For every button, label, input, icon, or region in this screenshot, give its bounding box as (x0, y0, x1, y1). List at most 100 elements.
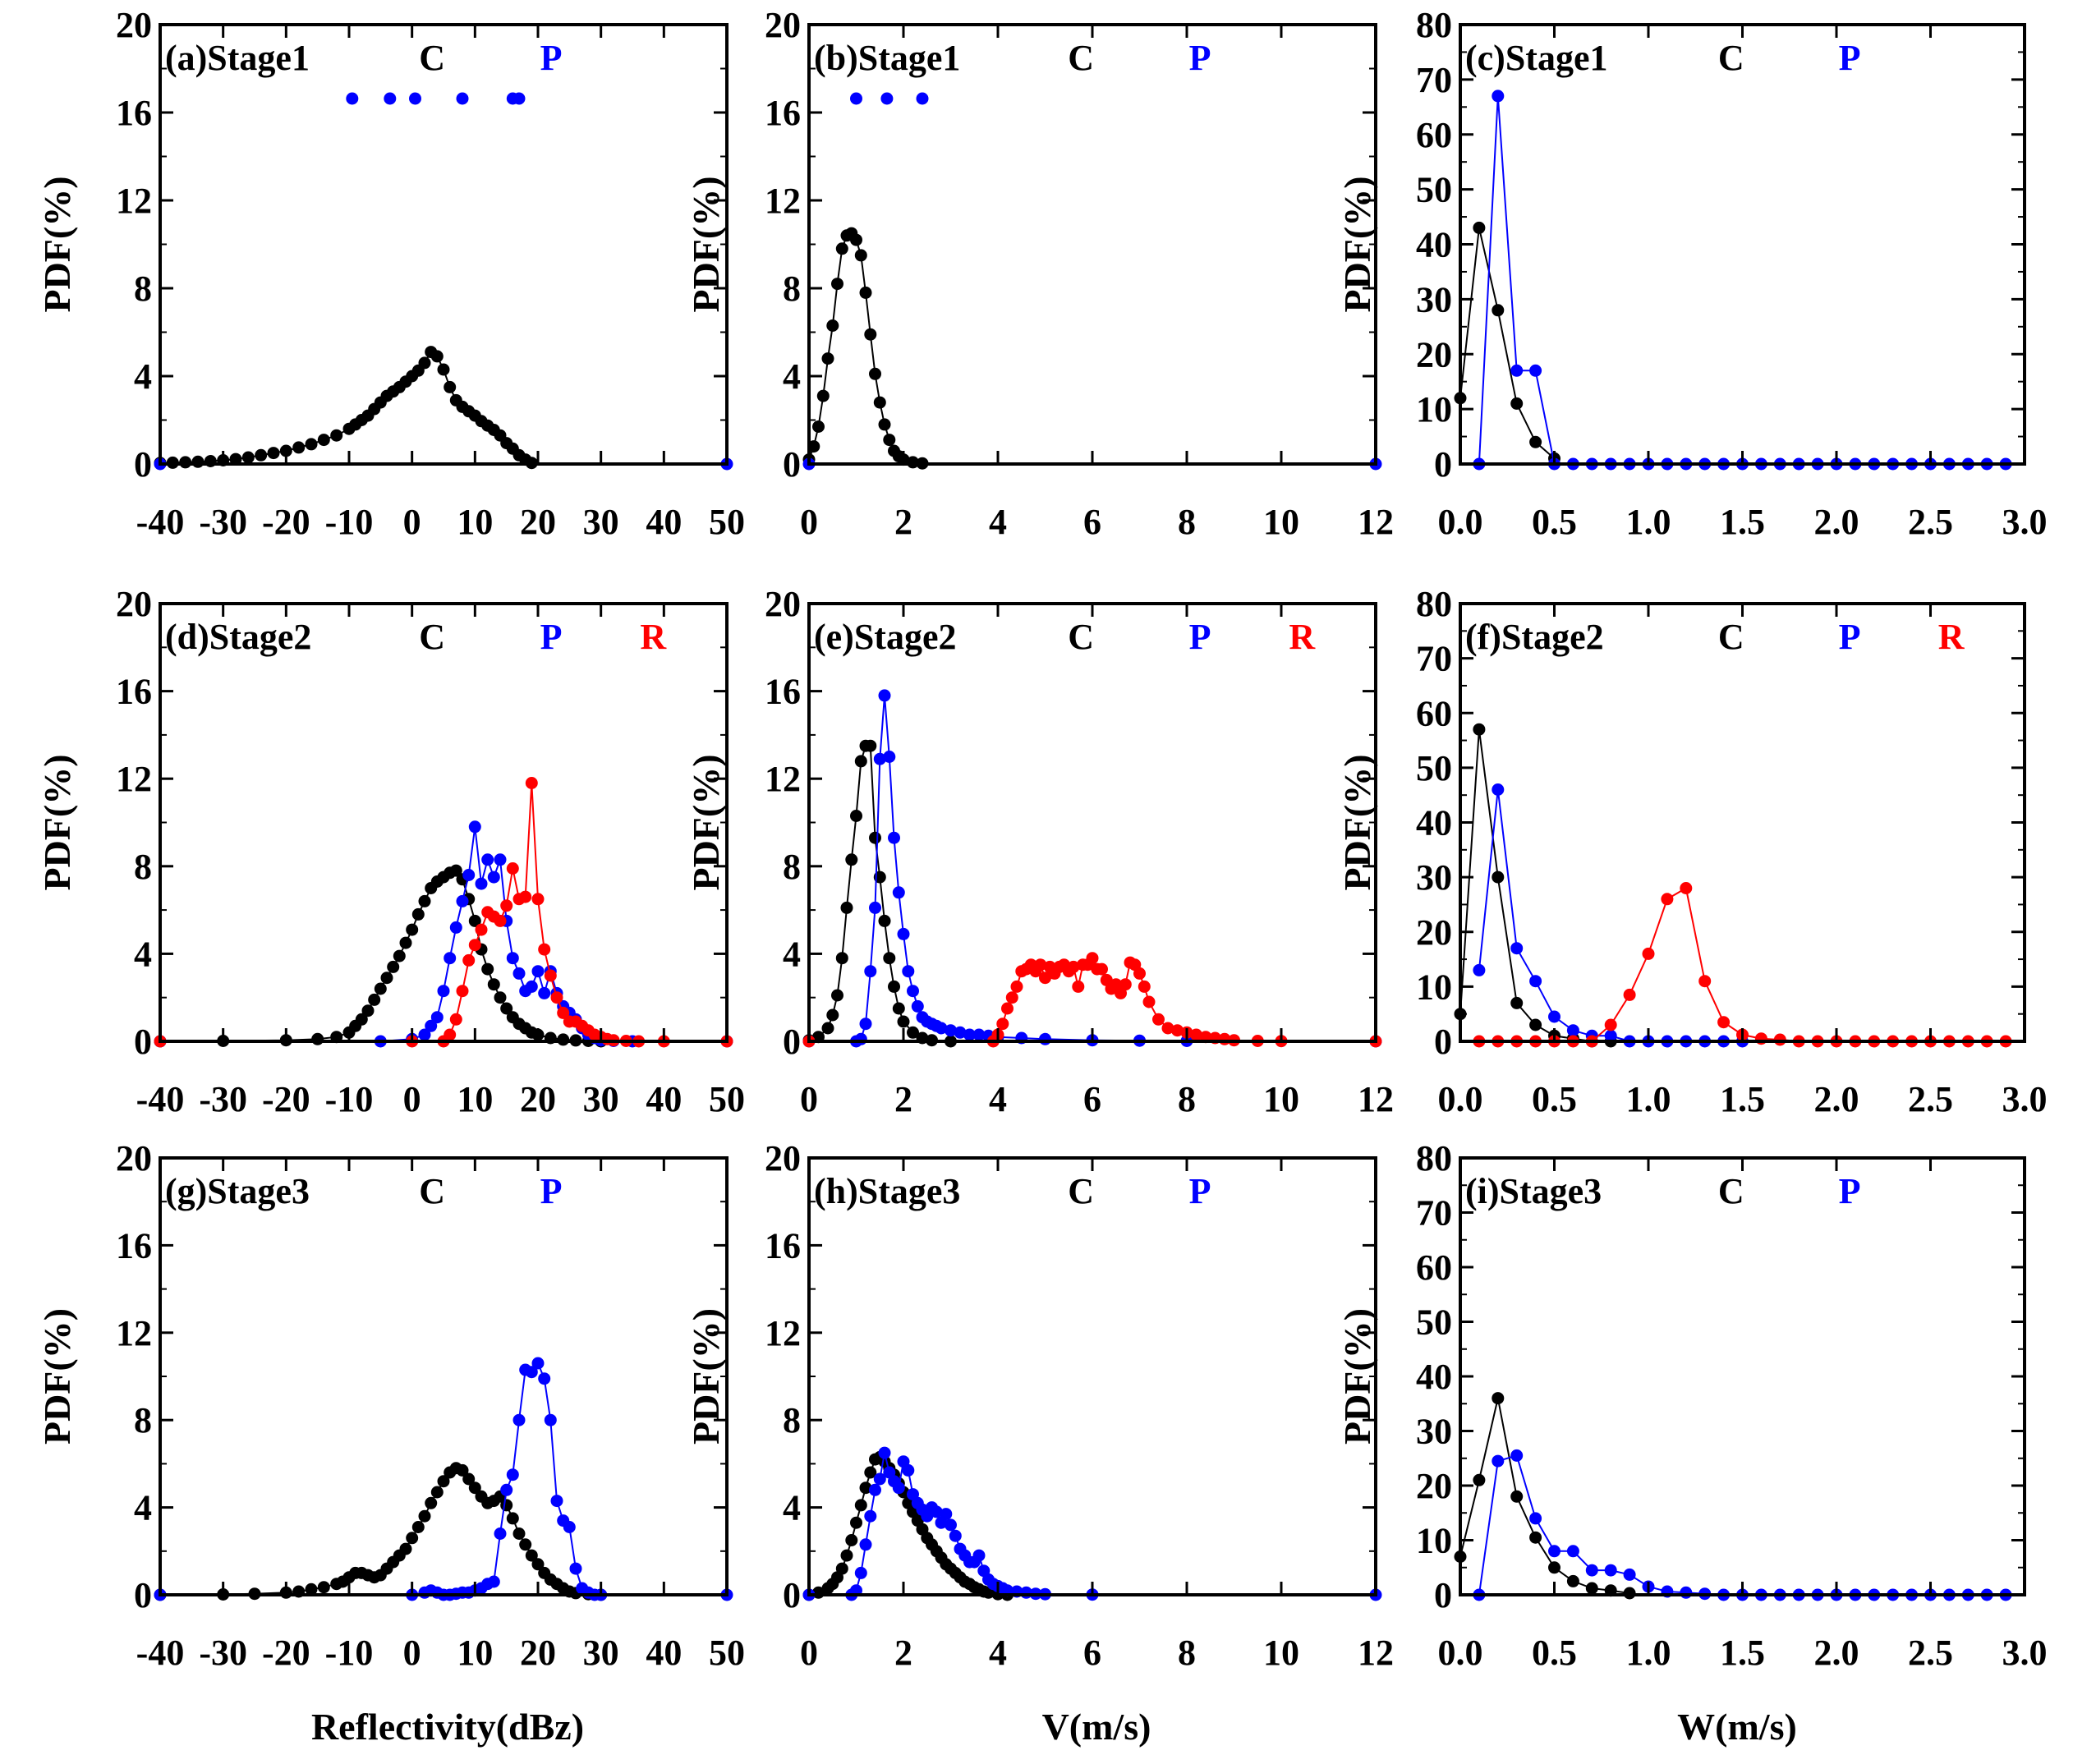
data-point-f-P (1604, 1029, 1617, 1042)
y-tick-label-i: 60 (1416, 1247, 1452, 1288)
data-point-e-R (1005, 991, 1018, 1004)
data-point-e-R (1190, 1028, 1202, 1041)
data-point-d-P (449, 921, 462, 934)
x-tick-label-c: 2.0 (1814, 502, 1859, 542)
x-tick-label-b: 12 (1358, 502, 1394, 542)
data-point-d-R (506, 862, 519, 875)
x-tick-label-i: 1.5 (1720, 1633, 1765, 1673)
category-label-f-P: P (1839, 617, 1861, 657)
data-point-b-C (826, 319, 839, 332)
data-point-i-P (1604, 1564, 1617, 1577)
data-point-d-P (437, 985, 450, 998)
y-tick-label-a: 16 (116, 93, 152, 133)
x-tick-label-b: 0 (800, 502, 818, 542)
data-point-e-R (1086, 952, 1099, 965)
data-point-g-C (519, 1538, 532, 1551)
data-point-e-P (888, 831, 900, 844)
data-point-h-C (859, 1481, 872, 1495)
x-tick-label-c: 1.0 (1626, 502, 1671, 542)
data-point-d-C (500, 1002, 513, 1015)
data-point-h-C (845, 1534, 858, 1546)
data-point-e-P (935, 1022, 948, 1035)
data-point-g-C (531, 1558, 545, 1571)
data-point-d-P (418, 1028, 431, 1041)
data-point-a-C (330, 429, 343, 442)
data-point-e-C (907, 1026, 919, 1039)
data-point-d-C (481, 962, 494, 976)
data-point-e-P (864, 965, 877, 978)
data-point-i-C (1473, 1473, 1486, 1486)
y-axis-label-d: PDF(%) (36, 754, 78, 890)
y-tick-label-e: 4 (783, 934, 801, 974)
data-point-a-C (179, 456, 192, 469)
data-point-h-P (940, 1508, 953, 1521)
data-point-g-C (437, 1475, 450, 1488)
x-tick-label-g: 10 (457, 1633, 493, 1673)
panel-label-f: (f)Stage2 (1465, 617, 1604, 657)
data-point-d-P (462, 869, 476, 881)
y-tick-label-e: 12 (765, 759, 801, 799)
data-point-e-P (945, 1024, 957, 1037)
data-point-i-P (1585, 1564, 1598, 1577)
x-tick-label-a: 20 (520, 502, 556, 542)
data-point-e-C (888, 980, 900, 993)
data-point-i-C (1566, 1574, 1579, 1587)
data-point-e-P (878, 689, 891, 702)
y-tick-label-d: 20 (116, 584, 152, 624)
y-tick-label-i: 80 (1416, 1138, 1452, 1178)
y-tick-label-f: 40 (1416, 803, 1452, 843)
x-tick-label-d: 50 (709, 1079, 745, 1119)
data-point-f-R (1623, 988, 1636, 1001)
data-point-e-C (835, 952, 848, 965)
data-point-a-C (437, 363, 450, 376)
y-tick-label-i: 40 (1416, 1357, 1452, 1397)
data-point-a-C (418, 356, 431, 370)
data-point-h-C (864, 1466, 877, 1479)
y-tick-label-f: 0 (1434, 1022, 1452, 1062)
category-label-f-R: R (1938, 617, 1965, 657)
x-tick-label-a: 30 (583, 502, 619, 542)
top-marker-a (409, 92, 421, 105)
y-tick-label-g: 12 (116, 1313, 152, 1353)
panel-g: 0 4 8 12 16 20 -40 -30 -20 -10 0 10 20 30 40 50 PDF(%) (g… (36, 1138, 745, 1673)
y-tick-label-i: 10 (1416, 1521, 1452, 1561)
data-point-g-C (305, 1583, 318, 1596)
category-label-d-C: C (419, 617, 445, 657)
data-point-f-C (1529, 1018, 1542, 1031)
data-point-e-P (954, 1026, 967, 1039)
panel-c: 0 10 20 30 40 50 60 70 80 0.0 0.5 1.0 1.5 2.0 2.5 3.0 PD… (1336, 5, 2048, 542)
x-tick-label-f: 0.5 (1532, 1079, 1577, 1119)
x-tick-label-c: 2.5 (1908, 502, 1953, 542)
data-point-f-P (1548, 1010, 1560, 1023)
y-tick-label-c: 80 (1416, 5, 1452, 45)
data-point-d-P (531, 965, 545, 978)
y-axis-label-g: PDF(%) (36, 1308, 78, 1445)
top-marker-b (880, 92, 894, 105)
y-tick-label-d: 12 (116, 759, 152, 799)
data-point-d-R (525, 777, 538, 789)
data-point-e-R (1161, 1022, 1174, 1035)
data-point-d-R (544, 969, 557, 982)
data-point-h-P (869, 1483, 881, 1496)
y-tick-label-c: 20 (1416, 334, 1452, 374)
data-point-h-C (835, 1562, 848, 1575)
data-point-d-R (475, 923, 488, 936)
data-point-d-P (494, 853, 507, 866)
data-point-e-C (845, 853, 858, 866)
data-point-f-C (1510, 996, 1524, 1009)
y-tick-label-h: 8 (783, 1400, 801, 1440)
x-tick-label-g: -40 (136, 1633, 185, 1673)
data-point-e-P (892, 886, 905, 899)
x-tick-label-a: 40 (646, 502, 682, 542)
panel-f: 0 10 20 30 40 50 60 70 80 0.0 0.5 1.0 1.5 2.0 2.5 3.0 PD… (1336, 584, 2048, 1119)
data-point-e-R (1138, 980, 1151, 993)
data-point-b-C (831, 278, 843, 291)
data-point-d-C (406, 923, 419, 936)
data-point-f-R (1680, 882, 1693, 894)
data-point-d-R (550, 991, 563, 1004)
y-tick-label-i: 50 (1416, 1302, 1452, 1343)
data-point-b-C (850, 233, 862, 246)
data-point-g-C (468, 1481, 481, 1495)
data-point-i-P (1492, 1454, 1505, 1468)
x-axis-label-width: W(m/s) (1677, 1706, 1797, 1748)
